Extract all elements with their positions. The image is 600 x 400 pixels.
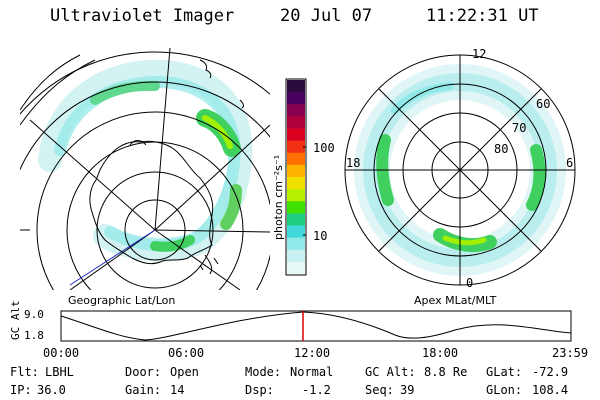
door-label: Door: bbox=[125, 365, 162, 379]
colorbar-ticks bbox=[303, 146, 306, 236]
apex-caption: Apex MLat/MLT bbox=[414, 294, 497, 307]
apex-panel bbox=[344, 54, 576, 286]
flt-label: Flt: bbox=[10, 365, 39, 379]
timeline-axis-label: GC Alt bbox=[9, 300, 22, 340]
timeline-xtick-0600: 06:00 bbox=[168, 346, 205, 360]
mlt-label-18: 18 bbox=[346, 156, 361, 170]
colorbar-segment bbox=[287, 213, 305, 227]
glon-value: 108.4 bbox=[532, 383, 569, 397]
colorbar-segment bbox=[287, 189, 305, 202]
colorbar-segment bbox=[287, 152, 305, 166]
colorbar-segment bbox=[287, 116, 305, 130]
colorbar-tick-10: 10 bbox=[313, 229, 328, 243]
ip-value: 36.0 bbox=[37, 383, 66, 397]
date-label: 20 Jul 07 bbox=[280, 6, 373, 26]
dsp-label: Dsp: bbox=[245, 383, 274, 397]
sun-direction-line bbox=[69, 229, 156, 286]
mode-value: Normal bbox=[290, 365, 334, 379]
lat-label-60: 60 bbox=[536, 97, 551, 111]
colorbar-segment bbox=[287, 249, 305, 263]
aurora-oval-left bbox=[38, 59, 253, 262]
colorbar-segment bbox=[287, 261, 305, 275]
glat-value: -72.9 bbox=[532, 365, 569, 379]
glat-label: GLat: bbox=[486, 365, 523, 379]
flt-value: LBHL bbox=[45, 365, 74, 379]
latitude-circles bbox=[20, 51, 270, 290]
colorbar-segment bbox=[287, 140, 305, 154]
colorbar-segment bbox=[287, 104, 305, 117]
gain-label: Gain: bbox=[125, 383, 162, 397]
timeline-xtick-0000: 00:00 bbox=[43, 346, 80, 360]
timeline-ytick-9: 9.0 bbox=[24, 308, 44, 321]
lat-label-70: 70 bbox=[512, 121, 527, 135]
glon-label: GLon: bbox=[486, 383, 523, 397]
timeline-plot bbox=[60, 310, 572, 342]
colorbar-segment bbox=[287, 92, 305, 105]
gc-alt-curve bbox=[60, 311, 572, 341]
timeline-xtick-1200: 12:00 bbox=[294, 346, 331, 360]
colorbar-segment bbox=[287, 128, 305, 142]
geographic-caption: Geographic Lat/Lon bbox=[68, 294, 176, 307]
colorbar-segment bbox=[287, 164, 305, 178]
timeline-ytick-1-8: 1.8 bbox=[24, 329, 44, 342]
door-value: Open bbox=[170, 365, 199, 379]
timeline-xtick-2359: 23:59 bbox=[552, 346, 589, 360]
colorbar-tick-100: 100 bbox=[313, 141, 335, 155]
colorbar-segment bbox=[287, 201, 305, 214]
gain-value: 14 bbox=[170, 383, 185, 397]
time-label: 11:22:31 UT bbox=[426, 6, 539, 26]
colorbar-segment bbox=[287, 237, 305, 251]
seq-value: 39 bbox=[400, 383, 415, 397]
dsp-value: -1.2 bbox=[302, 383, 331, 397]
colorbar-segment bbox=[287, 80, 305, 93]
colorbar-segment bbox=[287, 177, 305, 190]
mode-label: Mode: bbox=[245, 365, 282, 379]
ip-label: IP: bbox=[10, 383, 32, 397]
mlt-label-0: 0 bbox=[466, 276, 474, 290]
seq-label: Seq: bbox=[365, 383, 394, 397]
timeline-xtick-1800: 18:00 bbox=[422, 346, 459, 360]
app-title: Ultraviolet Imager bbox=[50, 6, 235, 26]
colorbar-frame bbox=[285, 78, 307, 276]
antarctica-outline bbox=[89, 140, 214, 265]
lat-label-80: 80 bbox=[494, 142, 509, 156]
colorbar-segment bbox=[287, 225, 305, 239]
mlt-label-12: 12 bbox=[472, 47, 487, 61]
meridian-lines bbox=[29, 48, 270, 290]
geographic-panel bbox=[20, 48, 270, 290]
mlt-label-6: 6 bbox=[566, 156, 574, 170]
gc-alt-label: GC Alt: bbox=[365, 365, 416, 379]
colorbar-unit-label: photon cm⁻²s⁻¹ bbox=[272, 154, 285, 240]
colorbar bbox=[287, 80, 305, 275]
gc-alt-value: 8.8 Re bbox=[424, 365, 468, 379]
